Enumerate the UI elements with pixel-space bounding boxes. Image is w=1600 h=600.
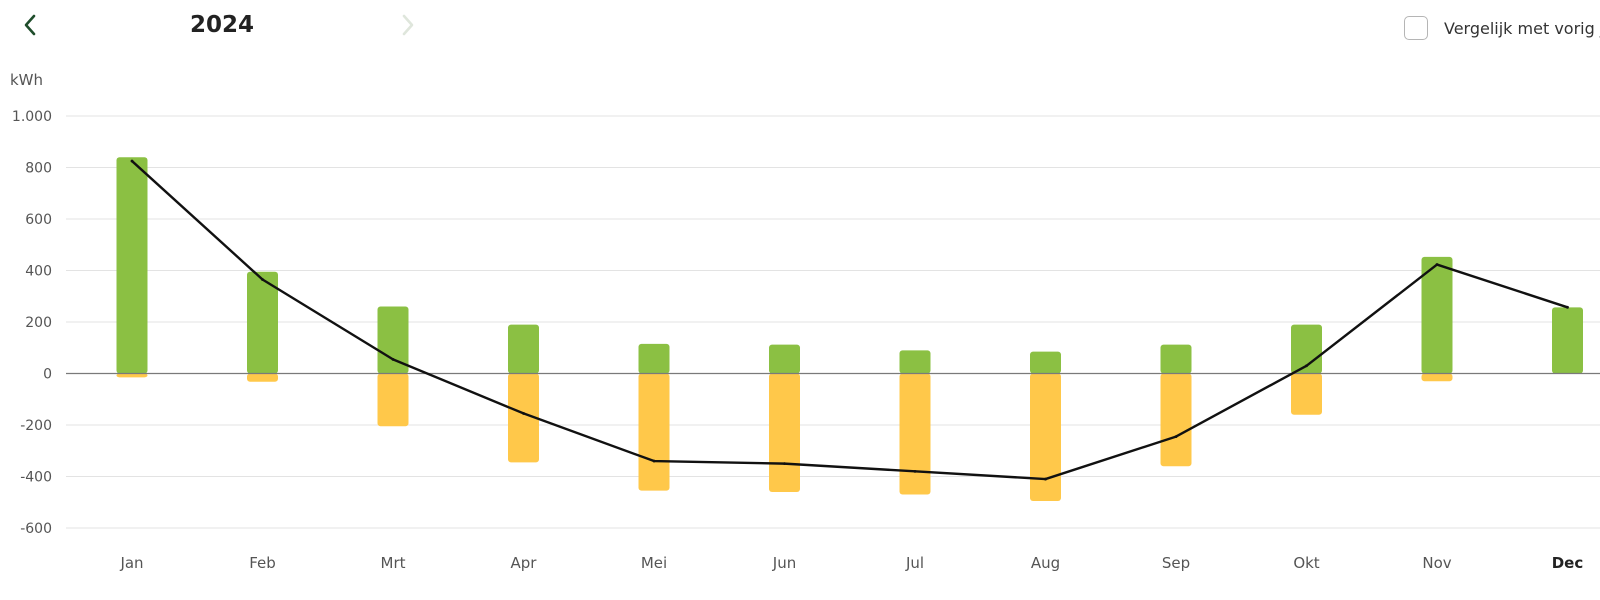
year-title: 2024 xyxy=(190,12,255,38)
net-point[interactable] xyxy=(1044,477,1047,481)
y-tick-label: 800 xyxy=(25,161,52,177)
production-bar[interactable] xyxy=(1030,373,1061,501)
x-tick-label[interactable]: Okt xyxy=(1293,554,1319,572)
production-bar[interactable] xyxy=(1160,373,1192,467)
y-tick-label: -600 xyxy=(20,521,52,537)
net-line-series xyxy=(130,159,1569,481)
production-bar[interactable] xyxy=(638,373,670,491)
net-point[interactable] xyxy=(261,278,264,281)
x-tick-label[interactable]: Aug xyxy=(1031,554,1060,572)
y-tick-label: 400 xyxy=(25,264,52,280)
y-tick-label: 1.000 xyxy=(12,109,52,125)
x-tick-label[interactable]: Dec xyxy=(1552,554,1584,572)
net-point[interactable] xyxy=(1305,364,1308,368)
x-tick-label[interactable]: Sep xyxy=(1162,554,1190,572)
net-point[interactable] xyxy=(783,462,786,466)
net-point[interactable] xyxy=(1566,305,1569,309)
y-tick-label: -400 xyxy=(20,470,52,486)
net-point[interactable] xyxy=(391,357,395,361)
x-tick-label[interactable]: Jul xyxy=(905,554,924,572)
bars xyxy=(116,157,1583,501)
net-point[interactable] xyxy=(652,459,656,463)
compare-label: Vergelijk met vorig jaar xyxy=(1444,18,1600,38)
production-bar[interactable] xyxy=(116,373,148,378)
net-point[interactable] xyxy=(130,159,134,163)
chevron-right-icon xyxy=(402,14,414,36)
gridlines xyxy=(66,115,1600,529)
compare-checkbox[interactable] xyxy=(1404,16,1428,40)
y-tick-label: 0 xyxy=(43,367,52,383)
net-point[interactable] xyxy=(1174,435,1178,438)
production-bar[interactable] xyxy=(769,373,800,492)
net-line xyxy=(131,160,1568,481)
period-navigation: 2024 Vergelijk met vorig jaar xyxy=(0,0,1600,56)
x-tick-label[interactable]: Mrt xyxy=(381,554,406,572)
consumption-bar[interactable] xyxy=(1030,351,1061,374)
production-bar[interactable] xyxy=(508,373,539,463)
compare-previous-year-toggle[interactable]: Vergelijk met vorig jaar xyxy=(1404,13,1600,43)
consumption-bar[interactable] xyxy=(769,344,800,374)
consumption-bar[interactable] xyxy=(1421,256,1453,374)
y-tick-label: 600 xyxy=(25,212,52,228)
production-bar[interactable] xyxy=(899,373,931,495)
consumption-bar[interactable] xyxy=(1552,307,1583,374)
y-axis-ticks: -600 -400 -200 0 200 400 600 800 1.000 xyxy=(12,109,52,537)
x-tick-label[interactable]: Apr xyxy=(511,554,538,572)
y-axis-unit-label: kWh xyxy=(10,71,44,89)
production-bar[interactable] xyxy=(1421,373,1453,382)
consumption-bar[interactable] xyxy=(1160,344,1192,374)
net-point[interactable] xyxy=(913,469,917,473)
production-bar[interactable] xyxy=(377,373,409,427)
x-axis-ticks: Jan Feb Mrt Apr Mei Jun Jul Aug Sep Okt Nov Dec xyxy=(119,554,1583,572)
production-bar[interactable] xyxy=(247,373,278,382)
consumption-bar[interactable] xyxy=(247,271,278,374)
consumption-bar[interactable] xyxy=(377,306,409,374)
x-tick-label[interactable]: Jan xyxy=(119,554,143,572)
chevron-left-icon xyxy=(24,14,36,36)
x-tick-label[interactable]: Feb xyxy=(249,554,276,572)
net-point[interactable] xyxy=(1435,263,1439,266)
x-tick-label[interactable]: Jun xyxy=(772,554,796,572)
x-tick-label[interactable]: Nov xyxy=(1422,554,1451,572)
consumption-bar[interactable] xyxy=(508,324,539,374)
consumption-bar[interactable] xyxy=(899,350,931,374)
y-tick-label: 200 xyxy=(25,315,52,331)
consumption-bar[interactable] xyxy=(638,343,670,374)
x-tick-label[interactable]: Mei xyxy=(641,554,667,572)
next-year-button[interactable] xyxy=(396,10,420,40)
y-tick-label: -200 xyxy=(20,418,52,434)
net-point[interactable] xyxy=(522,412,525,415)
consumption-bar[interactable] xyxy=(116,157,148,374)
previous-year-button[interactable] xyxy=(18,10,42,40)
production-bar[interactable] xyxy=(1291,373,1322,415)
